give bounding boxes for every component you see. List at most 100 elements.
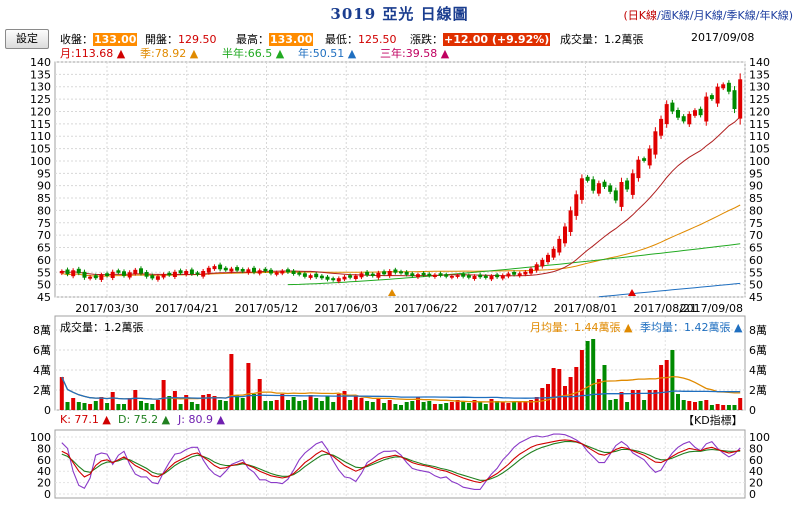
candle-body <box>133 269 138 274</box>
price-axis-tick-left: 75 <box>37 217 51 230</box>
volume-bar <box>252 394 256 410</box>
candle-body <box>579 178 584 200</box>
chart-header: 3019 亞光 日線圖 (日K線/週K線/月K線/季K線/年K線) <box>0 0 799 26</box>
volume-month-average-line <box>61 375 741 403</box>
volume-bar <box>223 401 228 410</box>
volume-bar <box>630 390 635 410</box>
candle-body <box>212 266 217 270</box>
volume-bar <box>122 404 126 410</box>
candle-body <box>365 271 370 276</box>
volume-bar <box>399 405 403 410</box>
volume-bar <box>246 363 251 410</box>
price-axis-tick-right: 80 <box>749 204 763 217</box>
candle-body <box>466 275 471 278</box>
volume-bar <box>416 397 420 410</box>
volume-bar <box>546 384 550 410</box>
kd-axis-tick-left: 60 <box>37 454 51 467</box>
candle-body <box>189 269 194 274</box>
marker-triangle-red <box>628 289 636 296</box>
candle-body <box>534 264 539 271</box>
candle-body <box>93 275 98 279</box>
candle-body <box>693 110 697 116</box>
volume-bar <box>636 390 641 410</box>
candle-body <box>399 271 403 274</box>
candle-body <box>574 194 579 216</box>
candle-body <box>721 84 726 89</box>
date-axis-tick: 2017/06/22 <box>394 302 457 315</box>
candle-body <box>65 269 70 275</box>
kd-indicator-badge[interactable]: 【KD指標】 <box>683 412 743 428</box>
candle-body <box>88 276 93 279</box>
price-axis-tick-right: 95 <box>749 167 763 180</box>
volume-bar <box>88 404 93 410</box>
candle-body <box>557 238 562 253</box>
candle-body <box>246 269 251 273</box>
candle-body <box>319 275 324 279</box>
volume-bar <box>613 399 618 410</box>
tab-monthly-k[interactable]: 月K線 <box>693 9 723 22</box>
price-axis-tick-left: 50 <box>37 279 51 292</box>
settings-button[interactable]: 設定 <box>5 29 49 49</box>
price-axis-tick-right: 50 <box>749 279 763 292</box>
candle-body <box>172 271 177 277</box>
price-axis-tick-right: 115 <box>749 118 770 131</box>
kd-j-value: J: 80.9 ▲ <box>178 413 225 426</box>
tab-yearly-k[interactable]: 年K線) <box>759 9 793 22</box>
date-axis-tick: 2017/07/12 <box>474 302 537 315</box>
candle-body <box>353 275 358 279</box>
volume-bar <box>99 397 104 410</box>
volume-bar <box>602 365 607 410</box>
candle-body <box>495 274 500 278</box>
date-axis-tick: 2017/03/30 <box>75 302 138 315</box>
candle-body <box>568 210 573 232</box>
volume-axis-tick-left: 2萬 <box>33 384 51 397</box>
price-axis-tick-right: 70 <box>749 229 763 242</box>
volume-bar <box>325 396 330 410</box>
candle-body <box>331 278 336 281</box>
volume-bar <box>82 403 87 410</box>
candle-body <box>218 264 223 270</box>
volume-bar <box>489 399 494 410</box>
volume-season-average: 季均量：1.42萬張 ▲ <box>640 321 743 334</box>
volume-bar <box>218 400 223 410</box>
volume-bar <box>472 400 477 410</box>
ma-half-year: 半年:66.5 ▲ <box>222 47 285 60</box>
volume-bar <box>709 405 714 410</box>
candle-body <box>274 272 279 275</box>
tab-quarterly-k[interactable]: 季K線 <box>726 9 756 22</box>
volume-bar <box>269 401 273 410</box>
candle-body <box>625 180 630 190</box>
volume-bar <box>348 400 353 410</box>
candle-body <box>195 272 200 275</box>
kd-panel-frame <box>54 429 746 499</box>
candle-body <box>308 275 313 278</box>
price-axis-tick-left: 115 <box>30 118 51 131</box>
volume-bar <box>591 339 596 410</box>
tab-weekly-k[interactable]: 週K線 <box>660 9 690 22</box>
kd-k-arrow-icon: ▲ <box>98 413 111 426</box>
volume-bar <box>681 400 686 410</box>
ma-season: 季:78.92 ▲ <box>140 47 199 60</box>
candle-body <box>512 272 517 275</box>
volume-bar <box>308 395 313 410</box>
volume-bar <box>144 403 149 410</box>
price-axis-tick-right: 120 <box>749 105 770 118</box>
volume-month-average: 月均量：1.44萬張 ▲ <box>530 321 633 334</box>
ma-year-arrow-icon: ▲ <box>344 47 357 60</box>
tab-daily-k[interactable]: (日K線 <box>623 9 657 22</box>
candle-body <box>167 272 172 276</box>
low-quote: 最低：125.50 <box>325 33 397 46</box>
volume-bar <box>229 354 234 410</box>
candle-body <box>116 270 121 273</box>
candle-body <box>404 271 409 275</box>
volume-bar <box>336 394 341 410</box>
volume-bar <box>512 402 517 410</box>
ma-year-line <box>598 282 741 298</box>
price-axis-tick-right: 130 <box>749 81 770 94</box>
volume-month-arrow-icon: ▲ <box>620 321 633 334</box>
candle-body <box>608 185 613 192</box>
volume-bar <box>455 400 460 410</box>
candle-body <box>416 274 420 278</box>
volume-bar <box>291 397 296 410</box>
volume-bar <box>161 380 166 410</box>
